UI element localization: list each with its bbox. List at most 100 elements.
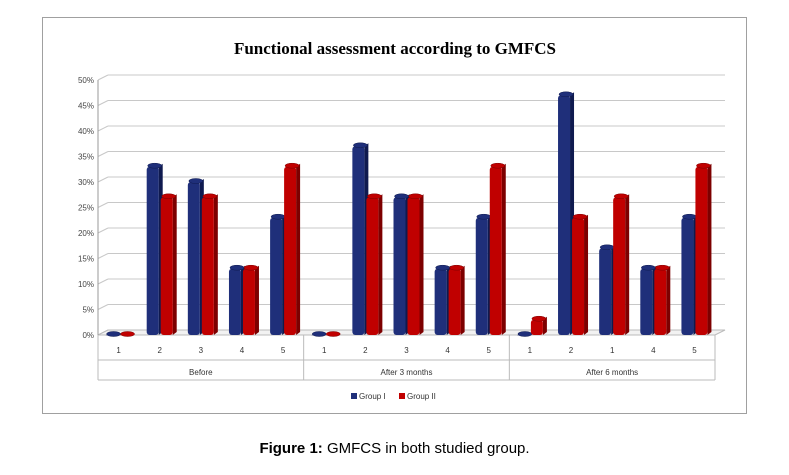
y-tick-label: 30% [78,178,94,187]
x-tick-label: 1 [610,346,615,355]
bar [489,162,506,335]
x-tick-label: 3 [199,346,204,355]
x-tick-label: 1 [116,346,121,355]
bar-cap [284,162,300,169]
bar-cap [188,178,204,184]
gridline-depth [97,100,109,106]
bar-front [434,268,447,335]
bar-front [242,268,255,335]
x-tick-label: 2 [363,346,368,355]
bar-cap [147,162,162,169]
group-label: Before [189,368,213,377]
bar [393,193,410,335]
bar-side [707,163,712,335]
x-tick-label: 5 [281,346,286,355]
bar-cap [613,193,629,200]
bar-cap [229,264,245,271]
bar [284,162,301,335]
bar [599,244,616,335]
bar-front [146,166,159,335]
bar-cap [641,264,656,271]
bar [475,213,492,335]
bar-front [407,197,420,335]
bar-side [213,194,218,335]
bar-front [448,268,461,335]
bar [119,331,136,337]
group-label: After 6 months [586,368,638,377]
bar-front [393,197,406,335]
bar-side [296,163,301,335]
bar-cap [353,142,368,149]
legend-label: Group II [407,392,436,401]
bar-cap [394,193,409,200]
bar-front [366,197,379,335]
bar-front [228,268,241,335]
bar-cap [599,244,615,251]
bar [228,264,245,335]
bar [270,213,287,335]
bar [352,142,369,335]
bar-cap [696,162,711,169]
gridline-depth [97,74,109,81]
bar-front [654,268,667,335]
bar-front [681,217,694,335]
bar-cap [531,315,547,322]
bar-front [558,95,571,335]
bar [530,315,547,335]
bar-front [695,166,708,335]
bar [160,193,177,335]
bar-front [270,217,283,335]
y-tick-label: 50% [78,76,94,85]
bar [105,331,122,337]
bar-cap [655,264,670,271]
chart-area: Functional assessment according to GMFCS… [42,17,747,414]
y-tick-label: 5% [82,306,94,315]
bar-front [572,217,585,335]
bar-front [613,197,626,335]
y-tick-label: 20% [78,229,94,238]
bar-side [460,265,465,335]
bar-side [542,316,547,335]
gridline-depth [97,278,109,285]
bar [695,162,712,335]
bar [434,264,451,335]
bar-front [489,166,502,335]
bar-cap [120,331,135,337]
gridline-depth [97,125,109,132]
y-tick-label: 10% [78,280,94,289]
bar-side [419,194,424,335]
bar [407,193,424,335]
bar-front [475,217,488,335]
y-tick-label: 40% [78,127,94,136]
bar [242,264,259,335]
y-tick-label: 45% [78,102,94,111]
bar [558,91,575,335]
bar-cap [682,213,697,220]
x-tick-label: 3 [404,346,409,355]
legend-swatch [399,393,405,399]
gridline-depth [97,202,109,208]
bar-cap [517,331,533,337]
gridline-depth [97,151,109,157]
bar [654,264,671,335]
bar-front [530,319,543,335]
bar-side [378,194,383,335]
bar-side [666,265,671,335]
bar [366,193,383,335]
legend-swatch [351,393,357,399]
bar-cap [476,213,492,220]
bar-side [584,214,589,335]
bar [146,162,163,335]
y-tick-label: 0% [82,331,94,340]
y-tick-label: 25% [78,204,94,213]
x-tick-label: 5 [487,346,492,355]
gridline-depth [97,227,109,234]
y-tick-label: 35% [78,153,94,162]
bar-cap [106,331,121,337]
bar-cap [311,331,327,337]
group-label: After 3 months [380,368,432,377]
x-tick-label: 4 [240,346,245,355]
bar-side [254,265,259,335]
bar-cap [449,264,464,271]
bar [325,331,342,337]
